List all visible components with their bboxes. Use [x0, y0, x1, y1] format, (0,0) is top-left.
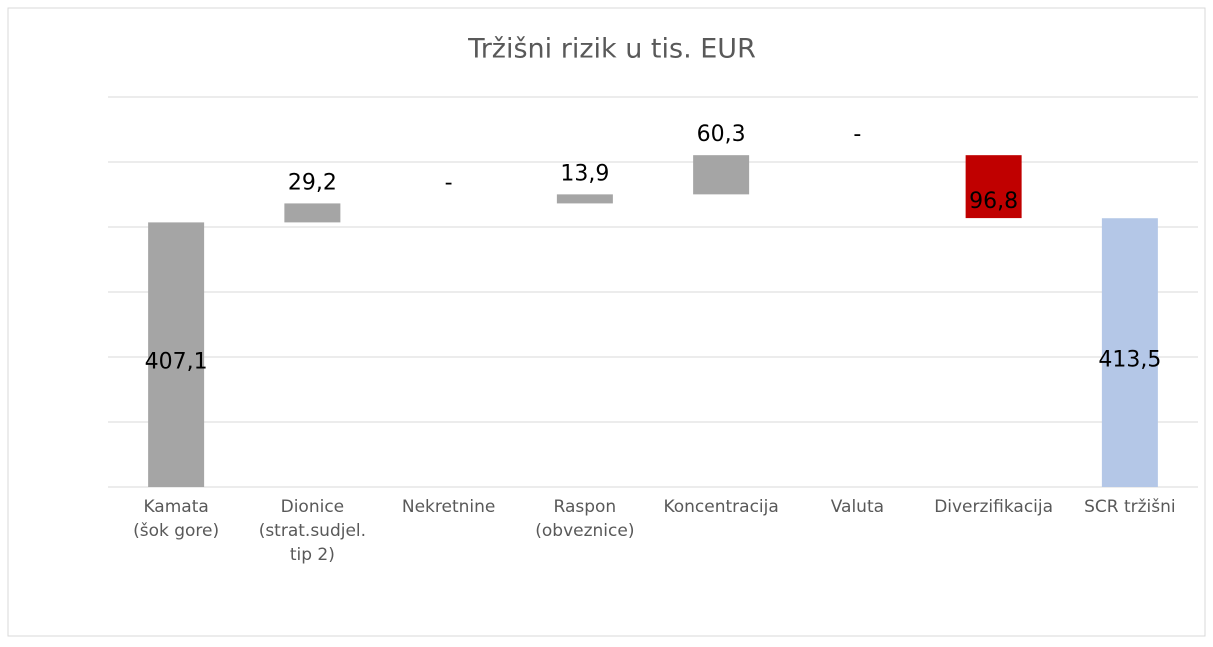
value-label: 29,2 [288, 170, 337, 195]
x-tick-label-line: (strat.sudjel. [259, 521, 366, 541]
value-label: 413,5 [1098, 348, 1161, 373]
x-tick-label-line: Nekretnine [402, 497, 496, 517]
x-tick-label: Nekretnine [402, 497, 496, 517]
x-tick-label: Dionice (strat.sudjel. tip 2) [259, 497, 366, 565]
bar [148, 222, 205, 487]
bar [1101, 218, 1158, 487]
chart-title: Tržišni rizik u tis. EUR [467, 34, 756, 65]
x-tick-label-line: Diverzifikacija [934, 497, 1053, 517]
bar [965, 155, 1022, 219]
value-label: 407,1 [145, 350, 208, 375]
x-tick-label-line: Dionice [281, 497, 345, 517]
x-tick-label: SCR tržišni [1084, 497, 1176, 517]
x-tick-label: Diverzifikacija [934, 497, 1053, 517]
value-label: 60,3 [697, 122, 746, 147]
x-tick-label-line: Valuta [831, 497, 884, 517]
x-tick-label: Valuta [831, 497, 884, 517]
x-tick-label-line: (obveznice) [535, 521, 634, 541]
x-tick-label-line: SCR tržišni [1084, 497, 1176, 517]
value-label: 13,9 [560, 161, 609, 186]
value-label: - [853, 122, 861, 147]
bar [693, 155, 750, 195]
bar [284, 203, 341, 223]
value-label: 96,8 [969, 189, 1018, 214]
x-tick-label-line: tip 2) [290, 545, 335, 565]
x-tick-label-line: (šok gore) [133, 521, 219, 541]
x-tick-label-line: Raspon [554, 497, 617, 517]
x-tick-label: Raspon (obveznice) [535, 497, 634, 541]
x-tick-label-line: Kamata [143, 497, 208, 517]
bar [556, 194, 613, 204]
x-tick-label: Koncentracija [663, 497, 778, 517]
value-label: - [445, 170, 453, 195]
x-tick-label-line: Koncentracija [663, 497, 778, 517]
chart-border [7, 7, 1206, 637]
x-tick-label: Kamata (šok gore) [133, 497, 219, 541]
